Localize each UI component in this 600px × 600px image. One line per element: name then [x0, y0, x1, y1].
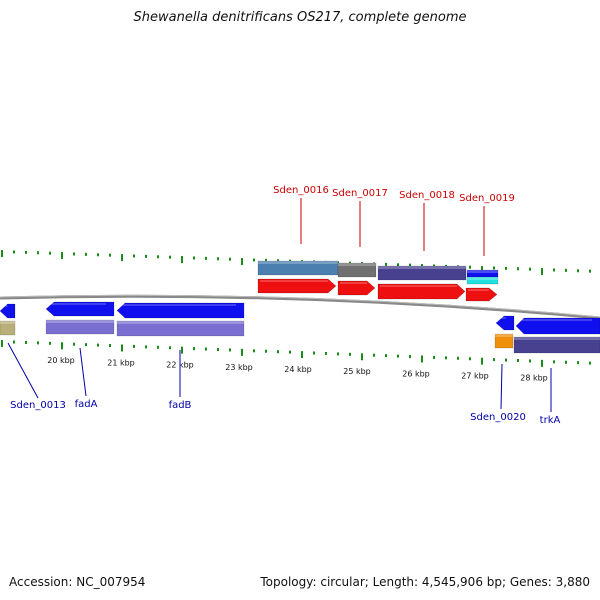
- gene-arrow-sden-0018[interactable]: [377, 283, 466, 300]
- cds-box-fadb[interactable]: [116, 320, 245, 337]
- accession-prefix: Accession:: [9, 575, 73, 589]
- scale-tick-label: 23 kbp: [225, 363, 253, 372]
- cds-box-sden-0018-shine: [378, 266, 466, 269]
- cds-box-sden-0020-shine: [495, 334, 513, 337]
- scale-tick-label: 20 kbp: [47, 356, 75, 365]
- scale-tick-label: 21 kbp: [107, 358, 135, 367]
- gene-label-bottom[interactable]: trkA: [540, 415, 561, 426]
- gene-label-bottom[interactable]: fadA: [75, 399, 98, 410]
- cds-box-sden-0017-shine: [338, 263, 376, 266]
- gene-arrow-sden-0020[interactable]: [495, 315, 515, 331]
- label-leader-bottom: [7, 342, 39, 399]
- gene-label-bottom[interactable]: Sden_0020: [470, 412, 526, 423]
- cds-box-sden-0019-lower[interactable]: [466, 276, 499, 285]
- cds-box-sden-0016-shine: [258, 261, 338, 264]
- gene-arrow-fadb[interactable]: [116, 302, 245, 319]
- gene-labels: Sden_0016 Sden_0017 Sden_0018 Sden_0019 Sden…: [7, 185, 561, 426]
- cds-box-sden-0019-upper-shine: [467, 270, 498, 273]
- map-title: Shewanella denitrificans OS217, complete…: [133, 10, 467, 25]
- gene-arrow-trka[interactable]: [515, 317, 600, 335]
- backbone-highlight: [0, 294, 600, 318]
- gene-arrow-fada[interactable]: [45, 301, 115, 317]
- cds-box-sden-0019-lower-shine: [467, 277, 498, 280]
- cds-box-sden-0020[interactable]: [494, 333, 514, 349]
- scale-tick-label: 24 kbp: [284, 365, 312, 374]
- accession-info: Accession: NC_007954: [9, 575, 145, 589]
- label-leader-bottom: [500, 363, 503, 410]
- cds-box-trka[interactable]: [513, 336, 600, 354]
- scale-tick-label: 28 kbp: [520, 374, 548, 383]
- gene-label-bottom[interactable]: Sden_0013: [10, 400, 66, 411]
- topology-info: Topology: circular; Length: 4,545,906 bp…: [260, 575, 590, 589]
- gene-arrow-sden-0017[interactable]: [337, 280, 376, 296]
- scale-tick-label: 27 kbp: [461, 371, 489, 380]
- gene-label-top[interactable]: Sden_0017: [332, 188, 388, 199]
- cds-box-fadb-shine: [117, 321, 244, 324]
- gene-arrow-sden-0013[interactable]: [0, 303, 16, 319]
- gene-label-top[interactable]: Sden_0019: [459, 193, 515, 204]
- gene-label-top[interactable]: Sden_0016: [273, 185, 329, 196]
- cds-box-sden-0017[interactable]: [337, 262, 377, 278]
- cds-box-fada[interactable]: [45, 319, 115, 335]
- backbone-circle: [0, 294, 600, 320]
- cds-box-sden-0013-shine: [0, 321, 15, 324]
- gene-arrow-sden-0019[interactable]: [465, 287, 498, 302]
- gene-label-top[interactable]: Sden_0018: [399, 190, 455, 201]
- cds-box-sden-0013[interactable]: [0, 320, 16, 336]
- scale-tick-label: 25 kbp: [343, 367, 371, 376]
- gene-arrow-sden-0016[interactable]: [257, 278, 337, 294]
- label-leader-bottom: [79, 347, 87, 397]
- scale-tick-label: 26 kbp: [402, 369, 430, 378]
- cds-box-sden-0018[interactable]: [377, 265, 467, 281]
- gene-label-bottom[interactable]: fadB: [169, 400, 192, 411]
- gene-features: [0, 260, 600, 354]
- accession-number: NC_007954: [76, 575, 146, 589]
- cds-box-fada-shine: [46, 320, 114, 323]
- cds-box-trka-shine: [514, 337, 600, 340]
